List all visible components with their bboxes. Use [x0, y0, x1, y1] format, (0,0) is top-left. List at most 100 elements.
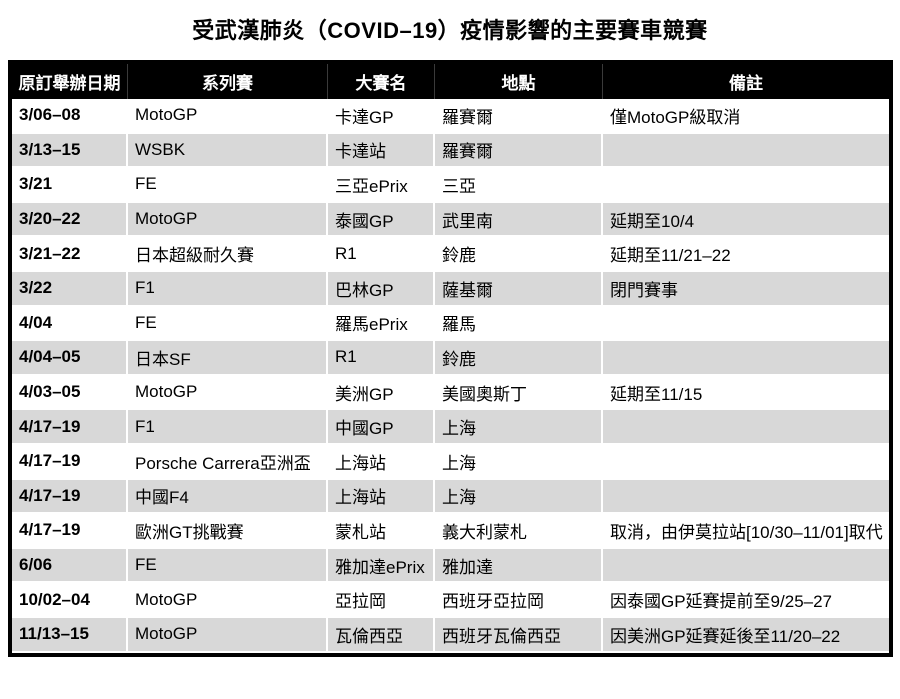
- table-row: 3/21–22 日本超級耐久賽 R1 鈴鹿 延期至11/21–22: [12, 237, 889, 272]
- table-row: 4/03–05 MotoGP 美洲GP 美國奧斯丁 延期至11/15: [12, 375, 889, 411]
- race-cell: 卡達GP: [328, 99, 435, 134]
- location-cell: 鈴鹿: [435, 237, 603, 272]
- series-cell: WSBK: [128, 133, 328, 169]
- notes-cell: [603, 479, 889, 515]
- series-cell: 歐洲GT挑戰賽: [128, 514, 328, 549]
- location-cell: 羅賽爾: [435, 99, 603, 134]
- notes-cell: 延期至11/15: [603, 375, 889, 411]
- series-cell: F1: [128, 410, 328, 445]
- notes-cell: [603, 548, 889, 584]
- notes-cell: [603, 341, 889, 376]
- series-cell: FE: [128, 548, 328, 584]
- notes-cell: 閉門賽事: [603, 271, 889, 307]
- table-row: 4/17–19 中國F4 上海站 上海: [12, 479, 889, 515]
- series-cell: MotoGP: [128, 375, 328, 411]
- race-cell: 羅馬ePrix: [328, 306, 435, 342]
- table-row: 10/02–04 MotoGP 亞拉岡 西班牙亞拉岡 因泰國GP延賽提前至9/25–27: [12, 583, 889, 618]
- column-header-series: 系列賽: [128, 64, 328, 99]
- date-cell: 3/21–22: [12, 237, 128, 272]
- series-cell: 日本SF: [128, 341, 328, 376]
- location-cell: 美國奧斯丁: [435, 375, 603, 411]
- race-cell: 泰國GP: [328, 202, 435, 238]
- date-cell: 3/22: [12, 271, 128, 307]
- series-cell: MotoGP: [128, 202, 328, 238]
- header-row: 原訂舉辦日期 系列賽 大賽名 地點 備註: [12, 64, 889, 99]
- date-cell: 3/21: [12, 168, 128, 203]
- race-cell: 上海站: [328, 479, 435, 515]
- date-cell: 4/17–19: [12, 410, 128, 445]
- notes-cell: [603, 410, 889, 445]
- table-header: 原訂舉辦日期 系列賽 大賽名 地點 備註: [12, 64, 889, 99]
- table-row: 3/21 FE 三亞ePrix 三亞: [12, 168, 889, 203]
- location-cell: 武里南: [435, 202, 603, 238]
- date-cell: 3/13–15: [12, 133, 128, 169]
- date-cell: 3/06–08: [12, 99, 128, 134]
- series-cell: MotoGP: [128, 617, 328, 653]
- series-cell: F1: [128, 271, 328, 307]
- series-cell: Porsche Carrera亞洲盃: [128, 444, 328, 480]
- race-cell: 雅加達ePrix: [328, 548, 435, 584]
- column-header-date: 原訂舉辦日期: [12, 64, 128, 99]
- table-row: 3/20–22 MotoGP 泰國GP 武里南 延期至10/4: [12, 202, 889, 238]
- race-table: 原訂舉辦日期 系列賽 大賽名 地點 備註 3/06–08 MotoGP 卡達GP 羅賽…: [8, 60, 893, 657]
- location-cell: 西班牙亞拉岡: [435, 583, 603, 618]
- date-cell: 4/04–05: [12, 341, 128, 376]
- table-row: 11/13–15 MotoGP 瓦倫西亞 西班牙瓦倫西亞 因美洲GP延賽延後至11/20…: [12, 617, 889, 653]
- location-cell: 上海: [435, 444, 603, 480]
- column-header-location: 地點: [435, 64, 603, 99]
- table-row: 4/04–05 日本SF R1 鈴鹿: [12, 341, 889, 376]
- notes-cell: 延期至10/4: [603, 202, 889, 238]
- page-title: 受武漢肺炎（COVID–19）疫情影響的主要賽車競賽: [192, 18, 708, 43]
- location-cell: 三亞: [435, 168, 603, 203]
- date-cell: 4/04: [12, 306, 128, 342]
- race-cell: 三亞ePrix: [328, 168, 435, 203]
- location-cell: 上海: [435, 479, 603, 515]
- location-cell: 薩基爾: [435, 271, 603, 307]
- notes-cell: 延期至11/21–22: [603, 237, 889, 272]
- race-cell: 蒙札站: [328, 514, 435, 549]
- column-header-notes: 備註: [603, 64, 889, 99]
- location-cell: 羅馬: [435, 306, 603, 342]
- notes-cell: [603, 444, 889, 480]
- notes-cell: 因美洲GP延賽延後至11/20–22: [603, 617, 889, 653]
- series-cell: FE: [128, 306, 328, 342]
- series-cell: MotoGP: [128, 99, 328, 134]
- race-cell: 美洲GP: [328, 375, 435, 411]
- series-cell: 中國F4: [128, 479, 328, 515]
- table-row: 4/17–19 F1 中國GP 上海: [12, 410, 889, 445]
- table-row: 6/06 FE 雅加達ePrix 雅加達: [12, 548, 889, 584]
- notes-cell: [603, 306, 889, 342]
- table-row: 4/17–19 Porsche Carrera亞洲盃 上海站 上海: [12, 444, 889, 480]
- date-cell: 4/17–19: [12, 479, 128, 515]
- series-cell: FE: [128, 168, 328, 203]
- series-cell: MotoGP: [128, 583, 328, 618]
- race-cell: 瓦倫西亞: [328, 617, 435, 653]
- date-cell: 4/17–19: [12, 444, 128, 480]
- date-cell: 4/17–19: [12, 514, 128, 549]
- table-row: 4/04 FE 羅馬ePrix 羅馬: [12, 306, 889, 342]
- race-cell: 中國GP: [328, 410, 435, 445]
- location-cell: 西班牙瓦倫西亞: [435, 617, 603, 653]
- race-table-body: 3/06–08 MotoGP 卡達GP 羅賽爾 僅MotoGP級取消 3/13–15 WSB…: [12, 99, 889, 653]
- date-cell: 10/02–04: [12, 583, 128, 618]
- series-cell: 日本超級耐久賽: [128, 237, 328, 272]
- race-cell: 亞拉岡: [328, 583, 435, 618]
- table-row: 4/17–19 歐洲GT挑戰賽 蒙札站 義大利蒙札 取消，由伊莫拉站[10/30–11/…: [12, 514, 889, 549]
- date-cell: 3/20–22: [12, 202, 128, 238]
- race-cell: 巴林GP: [328, 271, 435, 307]
- race-cell: R1: [328, 341, 435, 376]
- notes-cell: 僅MotoGP級取消: [603, 99, 889, 134]
- location-cell: 鈴鹿: [435, 341, 603, 376]
- location-cell: 義大利蒙札: [435, 514, 603, 549]
- table-row: 3/22 F1 巴林GP 薩基爾 閉門賽事: [12, 271, 889, 307]
- column-header-race: 大賽名: [328, 64, 435, 99]
- location-cell: 羅賽爾: [435, 133, 603, 169]
- location-cell: 上海: [435, 410, 603, 445]
- notes-cell: 因泰國GP延賽提前至9/25–27: [603, 583, 889, 618]
- table-row: 3/06–08 MotoGP 卡達GP 羅賽爾 僅MotoGP級取消: [12, 99, 889, 134]
- race-cell: 卡達站: [328, 133, 435, 169]
- table-row: 3/13–15 WSBK 卡達站 羅賽爾: [12, 133, 889, 169]
- race-cell: 上海站: [328, 444, 435, 480]
- date-cell: 6/06: [12, 548, 128, 584]
- notes-cell: [603, 168, 889, 203]
